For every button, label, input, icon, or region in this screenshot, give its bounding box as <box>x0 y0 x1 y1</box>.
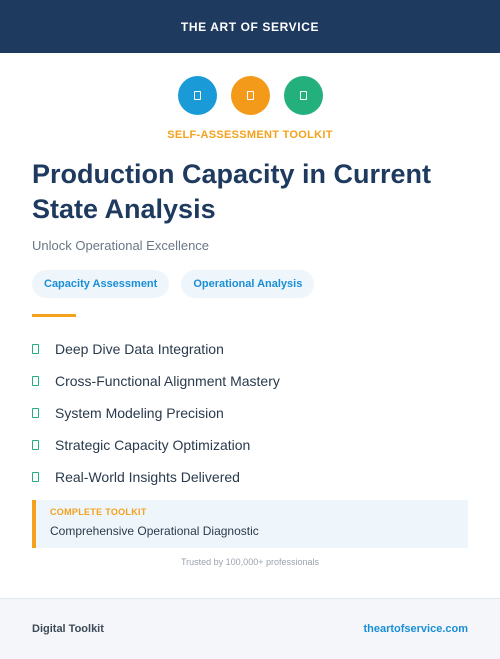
toolkit-callout: COMPLETE TOOLKIT Comprehensive Operation… <box>32 500 468 548</box>
footer-label: Digital Toolkit <box>32 623 104 635</box>
tag-operational-analysis[interactable]: Operational Analysis <box>181 270 315 298</box>
accent-divider <box>32 314 76 317</box>
list-item: Cross-Functional Alignment Mastery <box>32 365 280 397</box>
square-icon <box>177 76 217 115</box>
page-title: Production Capacity in Current State Ana… <box>32 159 432 224</box>
feature-text: Cross-Functional Alignment Mastery <box>55 373 280 389</box>
check-icon <box>32 344 39 354</box>
check-icon <box>32 408 39 418</box>
footer: Digital Toolkit theartofservice.com <box>0 598 500 659</box>
callout-label: COMPLETE TOOLKIT <box>50 507 147 517</box>
tag-capacity-assessment[interactable]: Capacity Assessment <box>32 270 170 298</box>
tag-list: Capacity Assessment Operational Analysis <box>32 270 315 298</box>
trust-note: Trusted by 100,000+ professionals <box>180 557 319 567</box>
square-icon <box>283 76 323 115</box>
list-item: System Modeling Precision <box>32 397 280 429</box>
feature-text: Real-World Insights Delivered <box>55 469 240 485</box>
list-item: Deep Dive Data Integration <box>32 333 280 365</box>
subtitle: Unlock Operational Excellence <box>32 238 210 253</box>
feature-text: Deep Dive Data Integration <box>55 341 224 357</box>
brand-name: THE ART OF SERVICE <box>180 19 320 34</box>
feature-list: Deep Dive Data Integration Cross-Functio… <box>32 333 280 493</box>
icon-row <box>0 76 500 115</box>
check-icon <box>32 472 39 482</box>
top-banner: THE ART OF SERVICE <box>0 0 500 53</box>
feature-text: Strategic Capacity Optimization <box>55 437 251 453</box>
callout-value: Comprehensive Operational Diagnostic <box>50 524 259 538</box>
website-link[interactable]: theartofservice.com <box>363 623 468 635</box>
list-item: Real-World Insights Delivered <box>32 461 280 493</box>
list-item: Strategic Capacity Optimization <box>32 429 280 461</box>
check-icon <box>32 376 39 386</box>
kicker-label: SELF-ASSESSMENT TOOLKIT <box>167 129 333 141</box>
feature-text: System Modeling Precision <box>55 405 224 421</box>
check-icon <box>32 440 39 450</box>
square-icon <box>230 76 270 115</box>
